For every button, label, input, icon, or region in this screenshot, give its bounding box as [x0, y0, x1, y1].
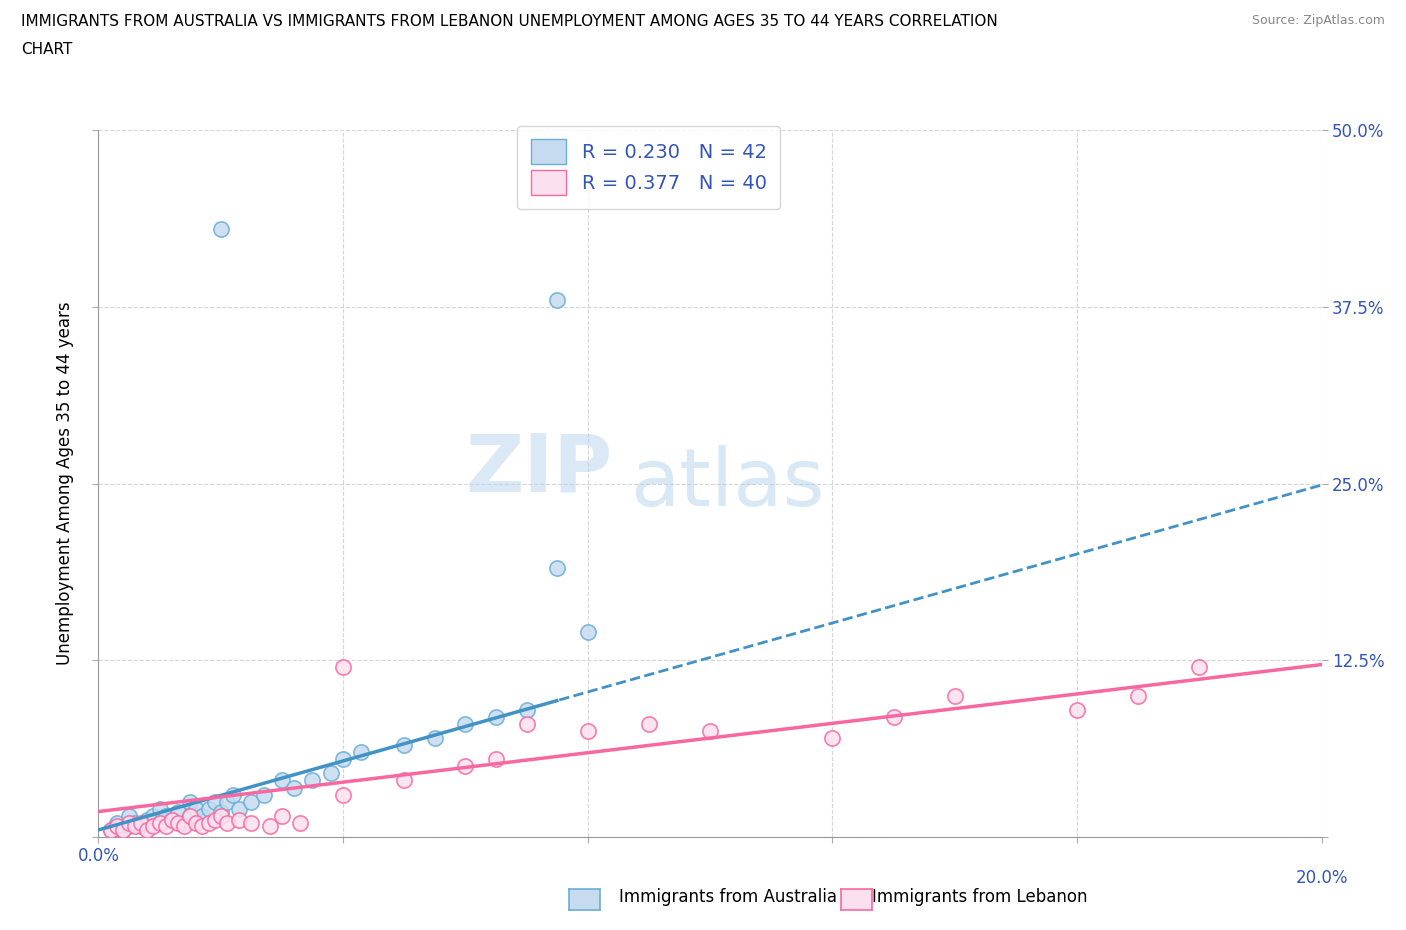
Y-axis label: Unemployment Among Ages 35 to 44 years: Unemployment Among Ages 35 to 44 years: [56, 302, 75, 665]
Point: [240, 816, 263, 830]
Point: [883, 710, 905, 724]
Point: [186, 816, 208, 830]
Point: [204, 813, 226, 828]
Point: [197, 802, 219, 817]
Point: [191, 818, 214, 833]
Point: [179, 808, 201, 823]
Point: [270, 808, 292, 823]
Point: [100, 822, 122, 837]
Point: [270, 773, 292, 788]
Point: [105, 818, 128, 833]
Text: IMMIGRANTS FROM AUSTRALIA VS IMMIGRANTS FROM LEBANON UNEMPLOYMENT AMONG AGES 35 : IMMIGRANTS FROM AUSTRALIA VS IMMIGRANTS …: [21, 14, 998, 29]
Text: atlas: atlas: [630, 445, 825, 523]
Point: [392, 737, 416, 752]
Point: [173, 816, 195, 830]
Point: [118, 808, 141, 823]
Point: [167, 816, 190, 830]
Point: [209, 221, 232, 236]
Point: [821, 731, 844, 746]
Text: 20.0%: 20.0%: [1295, 869, 1348, 887]
Point: [149, 816, 172, 830]
Point: [423, 731, 446, 746]
Text: Immigrants from Australia: Immigrants from Australia: [619, 888, 837, 907]
Point: [240, 794, 263, 809]
Point: [167, 804, 190, 819]
Point: [332, 751, 354, 766]
Point: [160, 813, 183, 828]
Point: [228, 813, 250, 828]
Point: [179, 808, 201, 823]
Legend: R = 0.230   N = 42, R = 0.377   N = 40: R = 0.230 N = 42, R = 0.377 N = 40: [517, 126, 780, 209]
Point: [197, 816, 219, 830]
Point: [149, 816, 172, 830]
Point: [516, 716, 538, 731]
Text: Immigrants from Lebanon: Immigrants from Lebanon: [872, 888, 1087, 907]
Point: [454, 759, 477, 774]
Point: [186, 802, 208, 817]
Point: [129, 818, 152, 833]
Point: [332, 660, 354, 675]
Point: [124, 816, 146, 830]
Point: [943, 688, 966, 703]
Point: [179, 794, 201, 809]
Point: [454, 716, 477, 731]
Point: [173, 818, 195, 833]
Point: [209, 808, 232, 823]
Point: [516, 702, 538, 717]
Point: [222, 787, 245, 802]
Point: [392, 773, 416, 788]
Point: [259, 818, 281, 833]
Point: [124, 818, 146, 833]
Point: [155, 808, 177, 823]
Point: [118, 816, 141, 830]
Point: [111, 822, 134, 837]
Point: [191, 808, 214, 823]
Point: [204, 794, 226, 809]
Point: [576, 724, 599, 738]
Point: [160, 813, 183, 828]
Point: [332, 787, 354, 802]
Point: [1128, 688, 1150, 703]
Point: [215, 794, 238, 809]
Point: [149, 802, 172, 817]
Point: [290, 816, 312, 830]
Point: [485, 751, 508, 766]
Point: [301, 773, 323, 788]
Point: [319, 766, 342, 781]
Point: [111, 822, 134, 837]
Point: [1066, 702, 1088, 717]
Point: [209, 804, 232, 819]
Point: [105, 816, 128, 830]
Point: [228, 802, 250, 817]
Point: [136, 822, 159, 837]
Point: [350, 745, 373, 760]
Point: [699, 724, 721, 738]
Point: [546, 292, 568, 307]
Point: [100, 822, 122, 837]
Point: [118, 818, 141, 833]
Point: [142, 808, 165, 823]
Text: Source: ZipAtlas.com: Source: ZipAtlas.com: [1251, 14, 1385, 27]
Point: [485, 710, 508, 724]
Point: [546, 561, 568, 576]
Point: [637, 716, 661, 731]
Point: [215, 816, 238, 830]
Point: [252, 787, 274, 802]
Point: [136, 813, 159, 828]
Text: ZIP: ZIP: [465, 431, 612, 509]
Point: [142, 818, 165, 833]
Text: CHART: CHART: [21, 42, 73, 57]
Point: [283, 780, 305, 795]
Point: [129, 816, 152, 830]
Point: [155, 818, 177, 833]
Point: [576, 625, 599, 640]
Point: [1188, 660, 1211, 675]
